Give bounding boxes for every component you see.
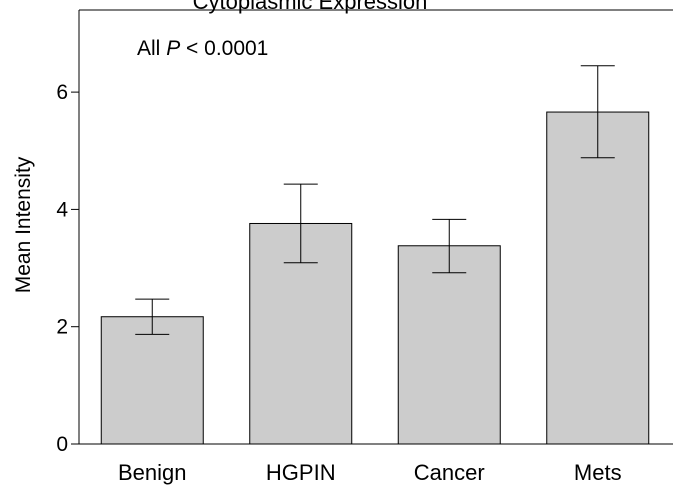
- y-tick-label: 2: [56, 316, 68, 339]
- y-tick-label: 0: [56, 433, 68, 456]
- plot-frame: [78, 9, 673, 444]
- y-axis-title: Mean Intensity: [12, 156, 35, 293]
- p-value-annotation: All P < 0.0001: [137, 37, 268, 60]
- x-tick-label: Cancer: [414, 460, 485, 485]
- bar-mets: [546, 111, 650, 445]
- chart-title: Cytoplasmic Expression: [193, 0, 428, 14]
- x-tick-label: Benign: [118, 460, 187, 485]
- annotation-p: P: [166, 37, 180, 60]
- bar-benign: [100, 316, 204, 445]
- x-axis: Benign HGPIN Cancer Mets: [79, 443, 673, 485]
- annotation-prefix: All: [137, 37, 166, 60]
- y-axis: 0 2 4 6: [56, 81, 79, 456]
- bar-cancer: [397, 245, 501, 445]
- error-bars: [135, 65, 615, 335]
- y-tick-label: 4: [56, 198, 68, 221]
- annotation-suffix: < 0.0001: [180, 37, 268, 60]
- x-tick-label: HGPIN: [266, 460, 336, 485]
- y-tick-label: 6: [56, 81, 68, 104]
- x-tick-label: Mets: [574, 460, 622, 485]
- bars: [100, 111, 650, 445]
